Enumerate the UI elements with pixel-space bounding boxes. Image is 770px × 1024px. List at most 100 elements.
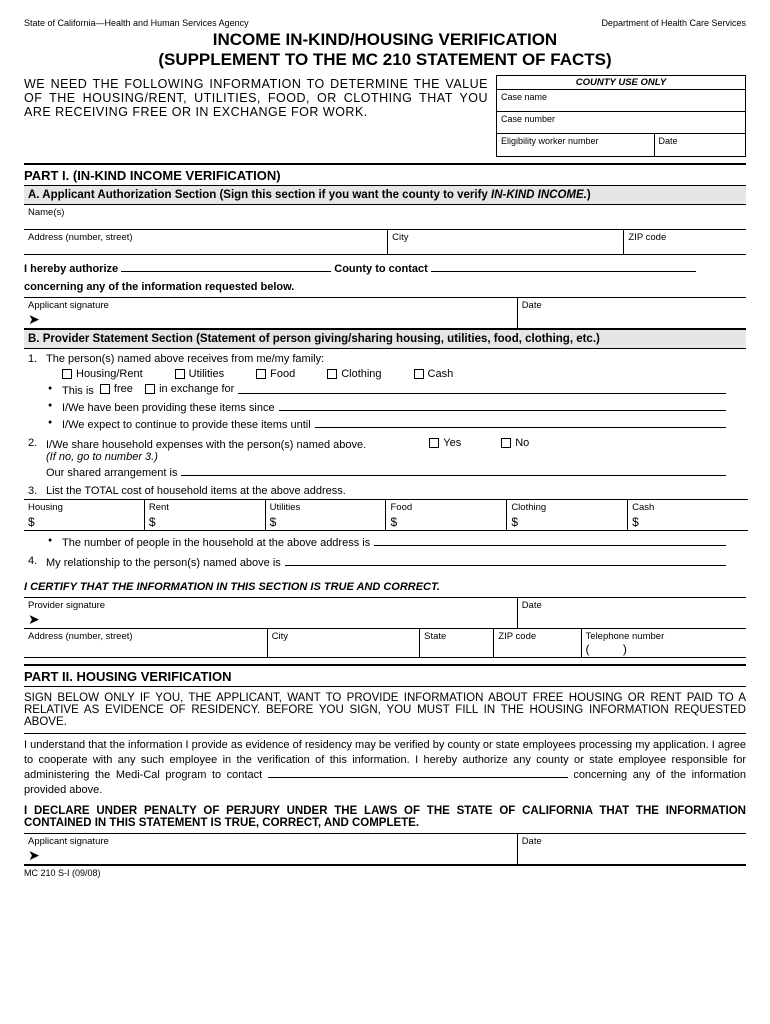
contact-blank[interactable] — [268, 768, 568, 778]
applicant-signature-2[interactable]: Applicant signature ➤ — [24, 834, 517, 864]
address-field[interactable]: Address (number, street) — [24, 230, 387, 254]
cost-cash[interactable]: Cash$ — [627, 500, 748, 530]
checkbox-icon — [175, 369, 185, 379]
county-date[interactable]: Date — [655, 134, 746, 156]
b1-bullet-2: I/We have been providing these items sin… — [46, 400, 746, 414]
section-a-head-italic: IN-KIND INCOME. — [491, 189, 587, 201]
b-item-3: 3. List the TOTAL cost of household item… — [46, 485, 746, 549]
household-count-blank[interactable] — [374, 535, 726, 546]
checkbox-icon — [145, 384, 155, 394]
title-line1: INCOME IN-KIND/HOUSING VERIFICATION — [24, 30, 746, 50]
cost-rent-label: Rent — [149, 502, 169, 513]
chk-cash[interactable]: Cash — [414, 368, 454, 380]
tel-parens: ( ) — [586, 642, 627, 656]
part1-title: PART I. (IN-KIND INCOME VERIFICATION) — [24, 165, 746, 185]
part2-body: SIGN BELOW ONLY IF YOU, THE APPLICANT, W… — [24, 687, 746, 733]
b-item-1: 1. The person(s) named above receives fr… — [46, 353, 746, 431]
cost-utilities-label: Utilities — [270, 502, 301, 513]
exchange-blank[interactable] — [238, 383, 726, 394]
provider-addr-row: Address (number, street) City State ZIP … — [24, 629, 746, 658]
checkbox-icon — [256, 369, 266, 379]
cost-housing[interactable]: Housing$ — [24, 500, 144, 530]
b1-intro: The person(s) named above receives from … — [46, 353, 324, 365]
county-eligibility[interactable]: Eligibility worker number — [497, 134, 655, 156]
arrangement-blank[interactable] — [181, 465, 726, 476]
cost-food[interactable]: Food$ — [385, 500, 506, 530]
relationship-blank[interactable] — [285, 555, 726, 566]
zip-field[interactable]: ZIP code — [623, 230, 746, 254]
part2-understand: I understand that the information I prov… — [24, 734, 746, 801]
authorize-blank-1[interactable] — [121, 261, 331, 272]
chk-no[interactable]: No — [501, 437, 529, 449]
checkbox-icon — [327, 369, 337, 379]
num-1: 1. — [28, 353, 37, 365]
names-row: Name(s) — [24, 205, 746, 230]
b-item-4: 4. My relationship to the person(s) name… — [46, 555, 746, 569]
header-block: WE NEED THE FOLLOWING INFORMATION TO DET… — [24, 75, 746, 157]
applicant-sig-date-2[interactable]: Date — [517, 834, 746, 864]
county-header: COUNTY USE ONLY — [497, 76, 745, 90]
provider-telephone[interactable]: Telephone number ( ) — [581, 629, 746, 657]
provider-sig-row: Provider signature ➤ Date — [24, 597, 746, 629]
b3-intro: List the TOTAL cost of household items a… — [46, 485, 346, 497]
since-blank[interactable] — [279, 400, 726, 411]
chk-yes-label: Yes — [443, 437, 461, 449]
chk-yes[interactable]: Yes — [429, 437, 461, 449]
provider-zip[interactable]: ZIP code — [493, 629, 580, 657]
form-title: INCOME IN-KIND/HOUSING VERIFICATION (SUP… — [24, 30, 746, 69]
until-blank[interactable] — [315, 417, 726, 428]
b3-bullet-text: The number of people in the household at… — [62, 537, 370, 549]
b2-yesno: Yes No — [429, 437, 529, 449]
certify-text: I CERTIFY THAT THE INFORMATION IN THIS S… — [24, 577, 746, 597]
county-case-number[interactable]: Case number — [497, 112, 745, 134]
chk-food-label: Food — [270, 368, 295, 380]
cost-housing-label: Housing — [28, 502, 63, 513]
b1-bullet1-pre: This is — [62, 385, 94, 397]
applicant-sig-date[interactable]: Date — [517, 298, 746, 328]
applicant-sig-row-2: Applicant signature ➤ Date — [24, 833, 746, 866]
provider-sig-date[interactable]: Date — [517, 598, 746, 628]
county-case-name[interactable]: Case name — [497, 90, 745, 112]
b2-ifno: (If no, go to number 3.) — [46, 451, 746, 463]
section-a-head-close: ) — [587, 189, 591, 201]
provider-address[interactable]: Address (number, street) — [24, 629, 267, 657]
authorize-mid: County to contact — [334, 263, 428, 275]
checkbox-icon — [501, 438, 511, 448]
cost-table: Housing$ Rent$ Utilities$ Food$ Clothing… — [24, 499, 748, 531]
section-a-head-text: A. Applicant Authorization Section (Sign… — [28, 189, 491, 201]
cost-clothing-label: Clothing — [511, 502, 546, 513]
city-field[interactable]: City — [387, 230, 623, 254]
chk-clothing[interactable]: Clothing — [327, 368, 381, 380]
chk-free[interactable]: free — [100, 383, 133, 395]
section-b-head: B. Provider Statement Section (Statement… — [24, 329, 746, 349]
applicant-sig-row: Applicant signature ➤ Date — [24, 297, 746, 329]
names-field[interactable]: Name(s) — [24, 205, 746, 229]
b1-bullet-3: I/We expect to continue to provide these… — [46, 417, 746, 431]
checkbox-icon — [100, 384, 110, 394]
authorize-blank-2[interactable] — [431, 261, 696, 272]
signature-arrow-icon: ➤ — [28, 612, 40, 626]
signature-arrow-icon: ➤ — [28, 312, 40, 326]
chk-no-label: No — [515, 437, 529, 449]
provider-city[interactable]: City — [267, 629, 419, 657]
chk-utilities[interactable]: Utilities — [175, 368, 224, 380]
cost-cash-label: Cash — [632, 502, 654, 513]
b1-bullet-1: This is free in exchange for — [46, 383, 746, 397]
authorize-line: I hereby authorize County to contact — [24, 255, 746, 277]
chk-exchange[interactable]: in exchange for — [145, 383, 234, 395]
footer-form-id: MC 210 S-I (09/08) — [24, 866, 746, 878]
cost-clothing[interactable]: Clothing$ — [506, 500, 627, 530]
cost-rent[interactable]: Rent$ — [144, 500, 265, 530]
part2-title: PART II. HOUSING VERIFICATION — [24, 666, 746, 686]
provider-signature[interactable]: Provider signature ➤ — [24, 598, 517, 628]
provider-tel-label: Telephone number — [586, 631, 665, 642]
section-b-body: 1. The person(s) named above receives fr… — [24, 349, 746, 577]
cost-utilities[interactable]: Utilities$ — [265, 500, 386, 530]
b1-bullet3-text: I/We expect to continue to provide these… — [62, 419, 311, 431]
applicant-signature[interactable]: Applicant signature ➤ — [24, 298, 517, 328]
chk-exchange-label: in exchange for — [159, 383, 234, 395]
chk-food[interactable]: Food — [256, 368, 295, 380]
provider-state[interactable]: State — [419, 629, 493, 657]
b4-text: My relationship to the person(s) named a… — [46, 557, 281, 569]
chk-housing[interactable]: Housing/Rent — [62, 368, 143, 380]
